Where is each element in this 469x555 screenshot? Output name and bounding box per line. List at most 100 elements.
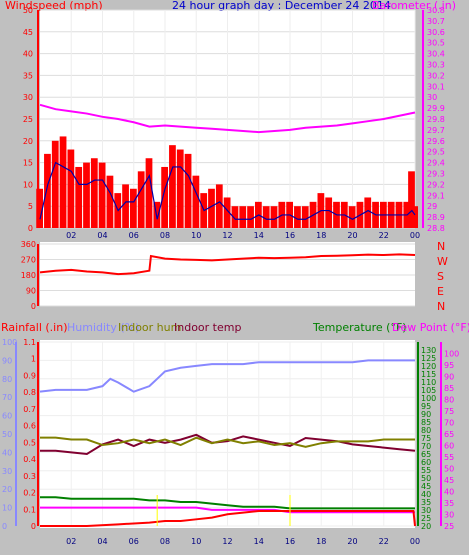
x-tick-label: 06 xyxy=(129,231,139,240)
direction-label: S xyxy=(437,270,444,283)
climate-panel: Rainfall (.in) Humidity (%) Indoor hum I… xyxy=(1,321,469,546)
tick-label-barometer: 29.5 xyxy=(427,148,445,157)
windspeed-bar xyxy=(67,149,75,228)
windspeed-bar xyxy=(348,206,356,228)
windspeed-bar xyxy=(364,197,372,228)
windspeed-bar xyxy=(215,184,223,228)
x-tick-label: 00 xyxy=(410,231,420,240)
tick-label-temperature: 100 xyxy=(421,394,436,403)
tick-label-temperature: 50 xyxy=(421,474,431,483)
windspeed-panel: Windspeed (mph) 24 hour graph day : Dece… xyxy=(5,0,456,240)
tick-label-dewpoint: 30 xyxy=(444,511,454,520)
x-tick-label-climate: 00 xyxy=(410,537,420,546)
direction-label: W xyxy=(437,255,448,268)
tick-label-barometer: 29.2 xyxy=(427,180,445,189)
x-tick-label: 22 xyxy=(379,231,389,240)
tick-label-temperature: 55 xyxy=(421,466,431,475)
tick-label-temperature: 85 xyxy=(421,418,431,427)
tick-label-rainfall: 0.9 xyxy=(23,371,36,380)
x-tick-label-climate: 02 xyxy=(66,537,76,546)
windspeed-bar xyxy=(59,136,67,228)
tick-label-barometer: 29.7 xyxy=(427,126,445,135)
legend-indoor-hum: Indoor hum xyxy=(118,321,181,334)
tick-label-windspeed: 5 xyxy=(28,202,33,211)
tick-label-temperature: 75 xyxy=(421,434,431,443)
tick-label-dewpoint: 50 xyxy=(444,465,454,474)
tick-label-humidity: 50 xyxy=(2,430,12,439)
tick-label-barometer: 30.7 xyxy=(427,17,445,26)
tick-label-winddir: 360 xyxy=(21,240,36,249)
indoor-hum-line xyxy=(40,436,415,448)
tick-label-temperature: 30 xyxy=(421,506,431,515)
tick-label-humidity: 60 xyxy=(2,412,12,421)
tick-label-humidity: 70 xyxy=(2,393,12,402)
legend-indoor-temp: Indoor temp xyxy=(174,321,241,334)
tick-label-windspeed: 35 xyxy=(23,71,33,80)
windspeed-bar xyxy=(130,188,137,228)
legend-temperature: Temperature (°F) xyxy=(312,321,407,334)
tick-label-windspeed: 20 xyxy=(23,137,33,146)
windspeed-bar xyxy=(90,158,98,228)
tick-label-windspeed: 30 xyxy=(23,93,33,102)
windspeed-bar xyxy=(262,206,270,228)
tick-label-humidity: 10 xyxy=(2,504,12,513)
tick-label-barometer: 30 xyxy=(427,93,437,102)
tick-label-rainfall: 0.8 xyxy=(23,388,36,397)
windspeed-bar xyxy=(122,184,129,228)
legend-rainfall: Rainfall (.in) xyxy=(1,321,68,334)
tick-label-barometer: 30.6 xyxy=(427,28,445,37)
windspeed-bar xyxy=(208,188,215,228)
tick-label-temperature: 60 xyxy=(421,458,431,467)
tick-label-dewpoint: 35 xyxy=(444,499,454,508)
tick-label-windspeed: 40 xyxy=(23,50,33,59)
windspeed-bar xyxy=(106,175,114,228)
tick-label-barometer: 29.3 xyxy=(427,170,445,179)
tick-label-windspeed: 25 xyxy=(23,115,33,124)
tick-label-temperature: 90 xyxy=(421,410,431,419)
tick-label-barometer: 29.9 xyxy=(427,104,445,113)
direction-label: N xyxy=(437,300,445,313)
tick-label-barometer: 29.6 xyxy=(427,137,445,146)
windspeed-bar xyxy=(239,206,247,228)
tick-label-humidity: 20 xyxy=(2,485,12,494)
tick-label-dewpoint: 100 xyxy=(444,350,459,359)
windspeed-bar xyxy=(36,188,43,228)
tick-label-winddir: 270 xyxy=(21,256,36,265)
windspeed-bar xyxy=(83,162,90,228)
x-tick-label-climate: 22 xyxy=(379,537,389,546)
tick-label-winddir: 90 xyxy=(26,287,36,296)
tick-label-rainfall: 1.1 xyxy=(23,338,36,347)
direction-label: N xyxy=(437,240,445,253)
x-tick-label: 20 xyxy=(347,231,357,240)
dew-point-f-line xyxy=(40,506,415,514)
tick-label-rainfall: 0 xyxy=(31,522,36,531)
windspeed-bar xyxy=(75,166,83,228)
x-tick-label-climate: 18 xyxy=(316,537,326,546)
windavg-line xyxy=(39,161,416,220)
tick-label-windspeed: 50 xyxy=(23,6,33,15)
tick-label-windspeed: 0 xyxy=(28,224,33,233)
tick-label-temperature: 125 xyxy=(421,354,436,363)
x-tick-label-climate: 20 xyxy=(347,537,357,546)
windspeed-bar xyxy=(98,162,106,228)
tick-label-temperature: 130 xyxy=(421,346,436,355)
chart-title: 24 hour graph day : December 24 2014 xyxy=(172,0,391,12)
tick-label-humidity: 30 xyxy=(2,467,12,476)
tick-label-temperature: 110 xyxy=(421,378,436,387)
x-tick-label: 08 xyxy=(160,231,170,240)
winddir-line xyxy=(39,253,416,276)
tick-label-dewpoint: 75 xyxy=(444,407,454,416)
tick-label-temperature: 25 xyxy=(421,514,431,523)
windspeed-bar xyxy=(169,145,176,228)
tick-label-temperature: 70 xyxy=(421,442,431,451)
windspeed-bar xyxy=(223,197,231,228)
tick-label-dewpoint: 45 xyxy=(444,476,454,485)
tick-label-dewpoint: 65 xyxy=(444,430,454,439)
x-tick-label: 10 xyxy=(191,231,201,240)
tick-label-humidity: 40 xyxy=(2,448,12,457)
windspeed-bar xyxy=(247,206,254,228)
tick-label-barometer: 30.1 xyxy=(427,82,445,91)
x-tick-label-climate: 12 xyxy=(222,537,232,546)
